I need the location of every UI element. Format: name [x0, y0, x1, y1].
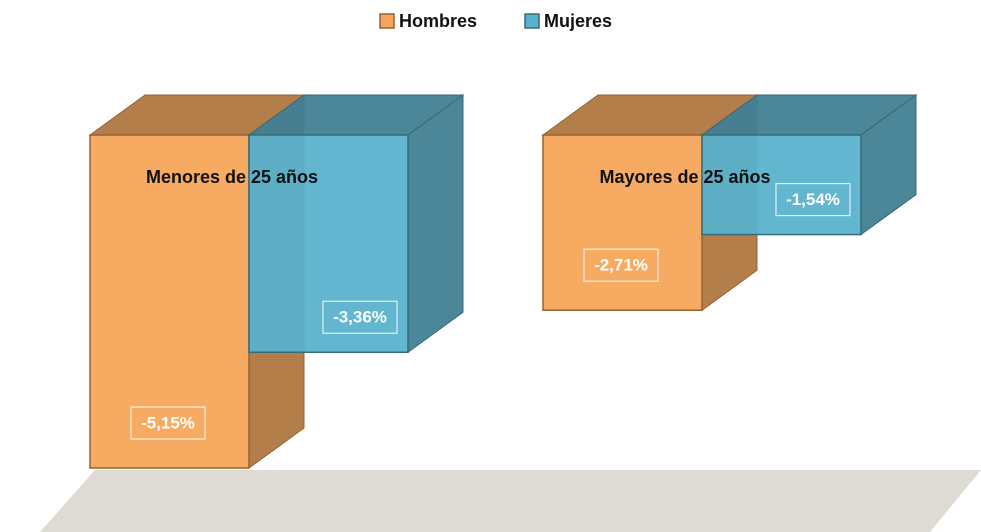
- legend-label: Mujeres: [544, 11, 612, 31]
- category-label: Menores de 25 años: [146, 167, 318, 187]
- value-label: -5,15%: [141, 413, 195, 432]
- legend-swatch: [379, 13, 395, 29]
- bar: [89, 134, 250, 469]
- bar: [701, 134, 862, 236]
- legend-swatch: [524, 13, 540, 29]
- legend-label: Hombres: [399, 11, 477, 31]
- value-label-box: [322, 300, 398, 334]
- bar: [542, 134, 703, 311]
- value-label-box: [130, 406, 206, 440]
- category-label: Mayores de 25 años: [599, 167, 770, 187]
- value-label: -3,36%: [333, 308, 387, 327]
- value-label-box: [775, 182, 851, 217]
- value-label: -1,54%: [786, 190, 840, 209]
- floor: [40, 470, 981, 532]
- value-label-box: [583, 248, 659, 282]
- bar-side: [407, 94, 464, 354]
- value-label: -2,71%: [594, 256, 648, 275]
- bar: [248, 134, 409, 354]
